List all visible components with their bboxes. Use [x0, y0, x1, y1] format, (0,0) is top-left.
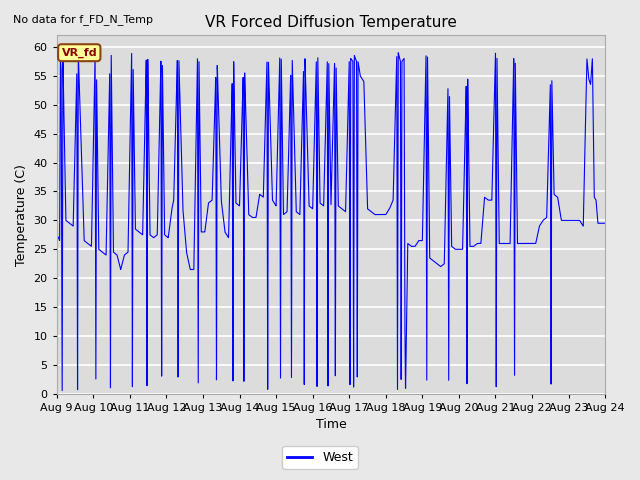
Legend: West: West	[282, 446, 358, 469]
Title: VR Forced Diffusion Temperature: VR Forced Diffusion Temperature	[205, 15, 457, 30]
X-axis label: Time: Time	[316, 419, 346, 432]
Text: No data for f_FD_N_Temp: No data for f_FD_N_Temp	[13, 13, 153, 24]
Y-axis label: Temperature (C): Temperature (C)	[15, 164, 28, 265]
Text: VR_fd: VR_fd	[61, 48, 97, 58]
